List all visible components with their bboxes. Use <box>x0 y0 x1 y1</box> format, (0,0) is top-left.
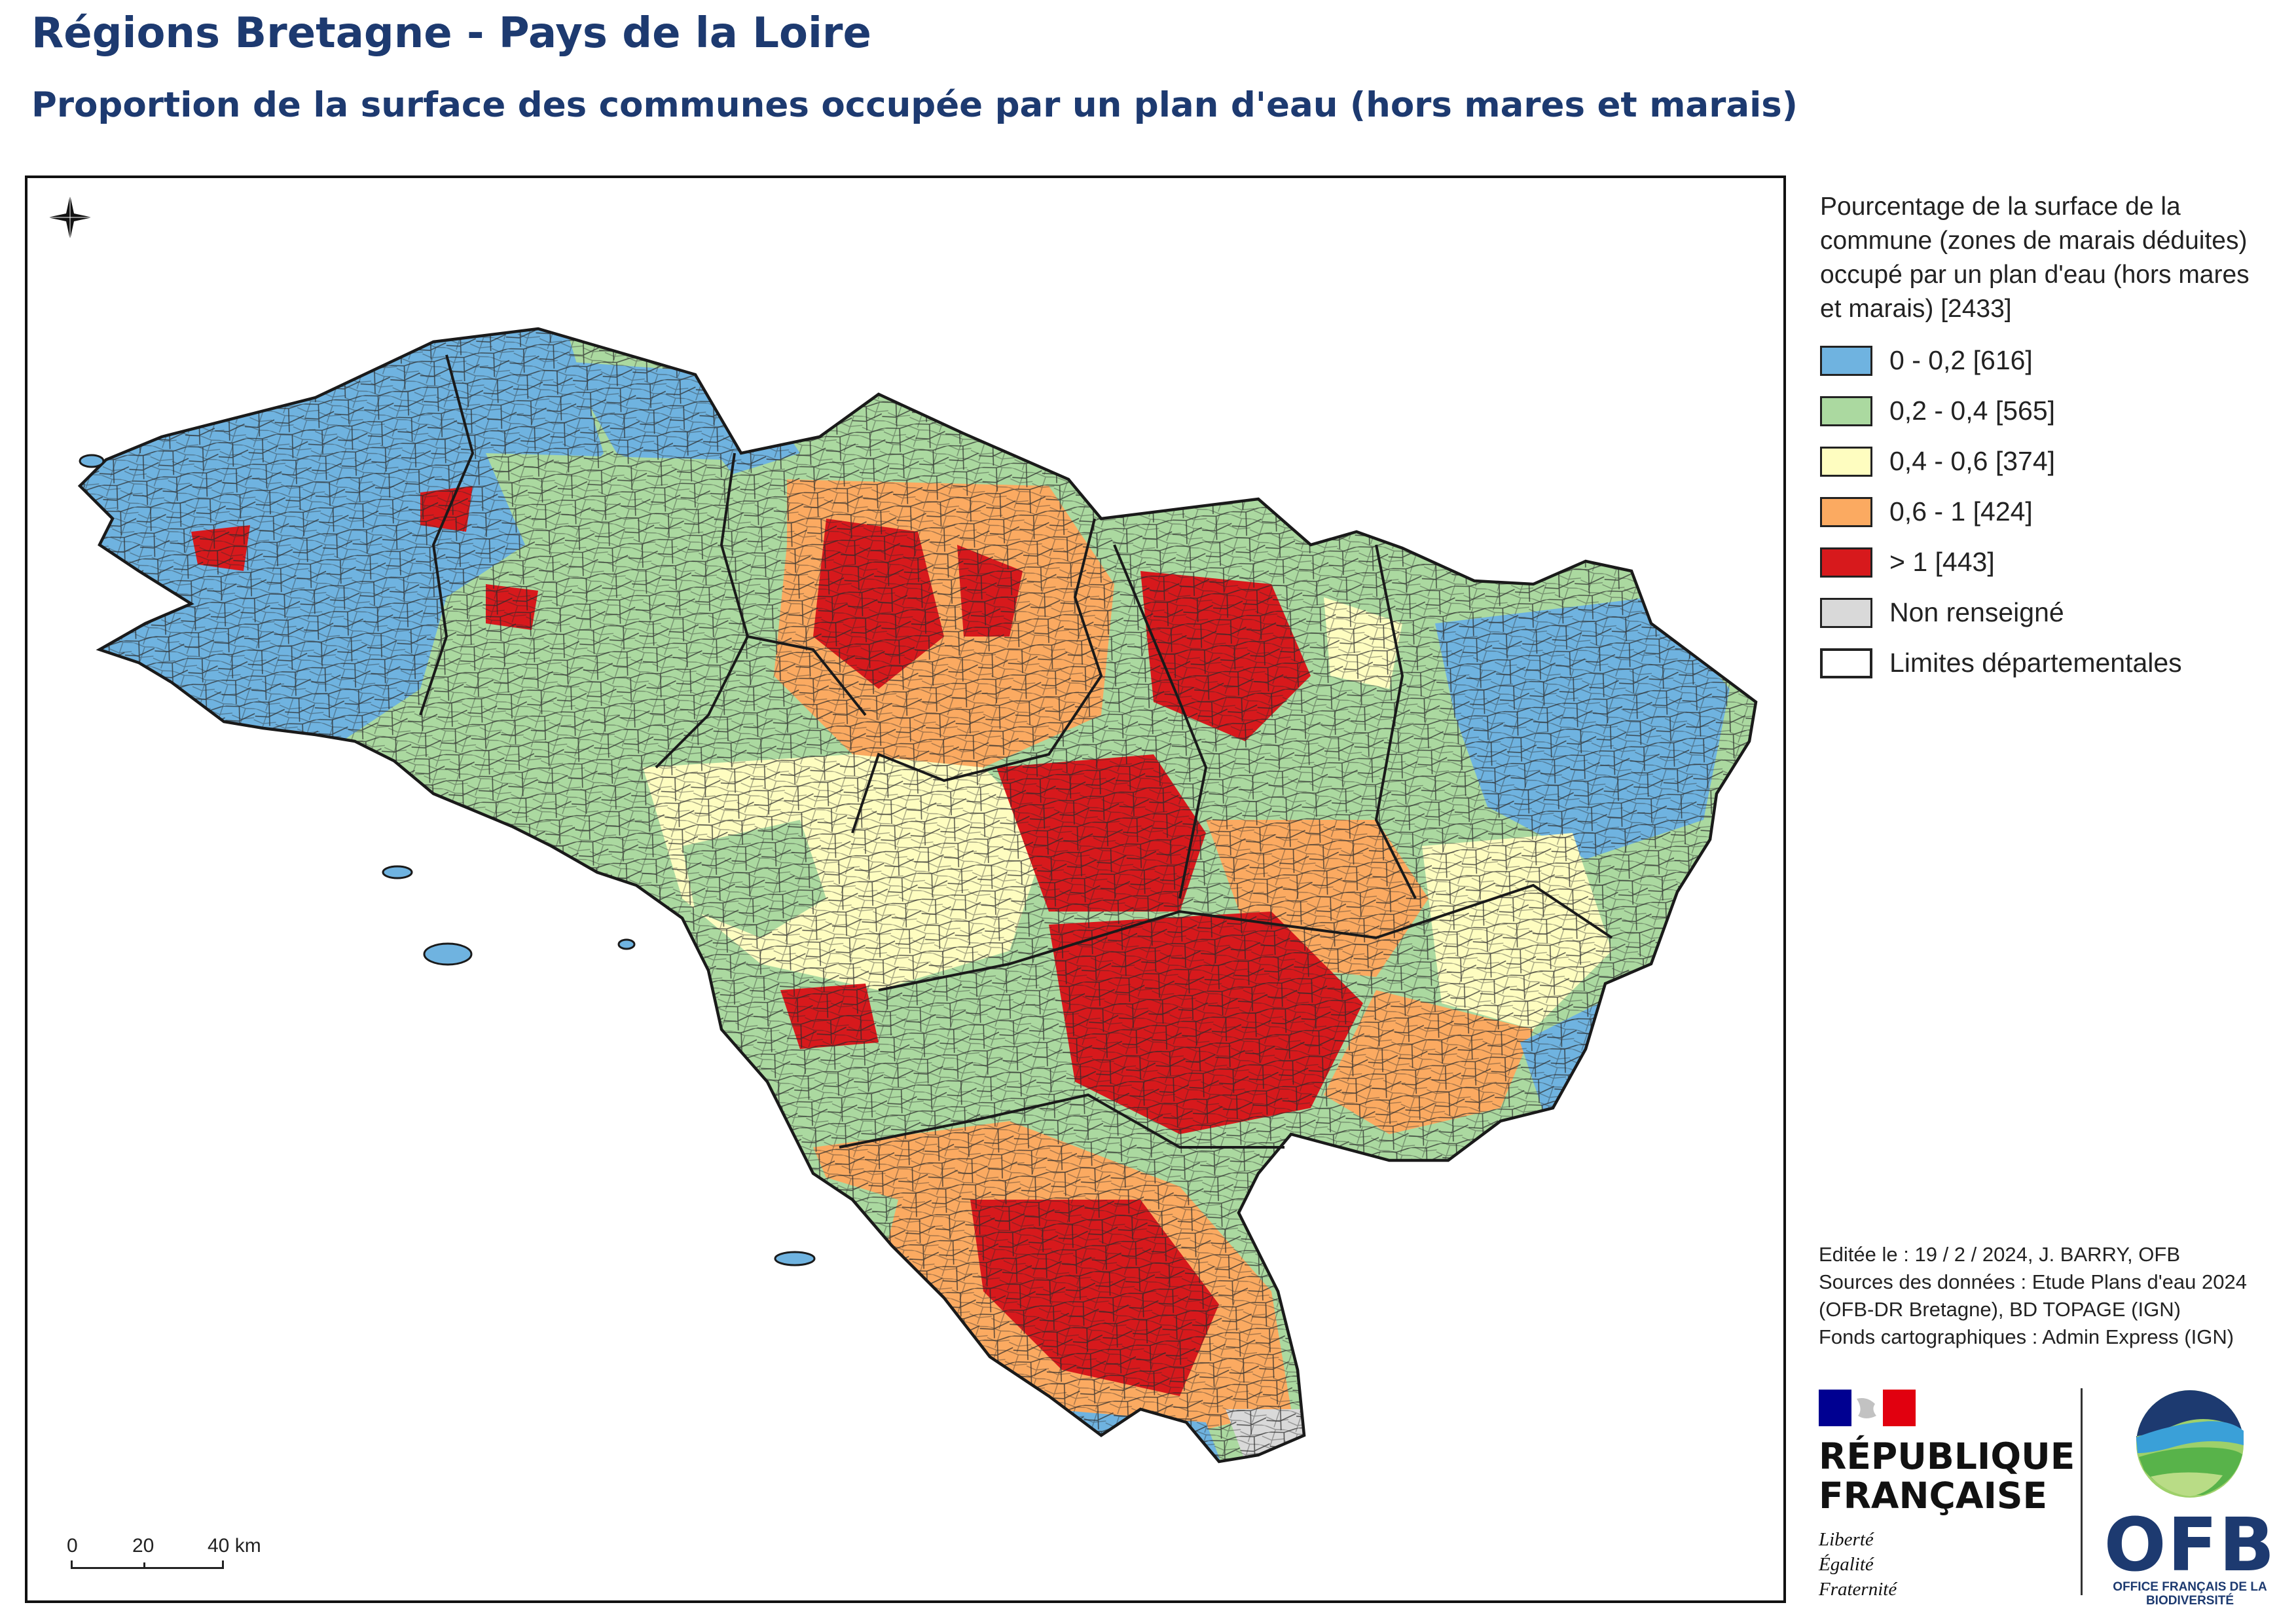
credit-fonds: Fonds cartographiques : Admin Express (I… <box>1819 1325 2234 1348</box>
ofb-sigle: OFB <box>2104 1503 2276 1588</box>
legend-label: > 1 [443] <box>1889 547 1995 577</box>
legend-label: 0 - 0,2 [616] <box>1889 345 2033 375</box>
scale-line <box>71 1560 224 1569</box>
legend-swatch <box>1820 345 1872 376</box>
legend-item: Non renseigné <box>1820 587 2278 638</box>
legend-title: Pourcentage de la surface de la commune … <box>1820 193 2250 323</box>
marianne-flag-icon <box>1819 1390 1916 1426</box>
dept-line-mayenne-sarthe <box>1374 544 1417 899</box>
island-groix <box>382 865 413 879</box>
legend-label: 0,2 - 0,4 [565] <box>1889 396 2056 426</box>
scale-label-0: 0 <box>67 1535 78 1557</box>
map-title: Régions Bretagne - Pays de la Loire <box>31 9 871 58</box>
rf-motto: Liberté Égalité Fraternité <box>1819 1527 1897 1602</box>
commune-boundaries-fine <box>80 329 1756 1462</box>
republique-francaise-logo: RÉPUBLIQUE FRANÇAISE Liberté Égalité Fra… <box>1819 1390 2081 1606</box>
legend-item: 0,6 - 1 [424] <box>1820 487 2278 537</box>
legend-item: Limites départementales <box>1820 638 2278 688</box>
logo-separator <box>2081 1388 2083 1595</box>
ofb-logo: OFB OFFICE FRANÇAIS DE LA BIODIVERSITÉ <box>2102 1385 2291 1608</box>
scale-mid-tick <box>143 1562 145 1569</box>
legend-swatch <box>1820 446 1872 477</box>
ofb-emblem-icon <box>2136 1390 2244 1498</box>
legend-label: Limites départementales <box>1889 648 2182 678</box>
legend-item: 0 - 0,2 [616] <box>1820 335 2278 386</box>
rf-motto-egalite: Égalité <box>1819 1554 1874 1575</box>
rf-name: RÉPUBLIQUE FRANÇAISE <box>1819 1435 2075 1517</box>
legend-item: 0,4 - 0,6 [374] <box>1820 436 2278 487</box>
rf-motto-liberte: Liberté <box>1819 1529 1874 1550</box>
credit-sources: Sources des données : Etude Plans d'eau … <box>1819 1270 2247 1321</box>
dept-line-loire <box>878 883 1613 991</box>
legend-item: 0,2 - 0,4 [565] <box>1820 386 2278 436</box>
map-frame[interactable]: 0 20 40 km <box>25 175 1786 1603</box>
island-yeu <box>774 1251 816 1266</box>
island-houat <box>617 938 636 950</box>
map-subtitle: Proportion de la surface des communes oc… <box>31 85 1798 125</box>
legend-swatch <box>1820 547 1872 578</box>
legend-label: Non renseigné <box>1889 597 2064 627</box>
island-ouessant <box>79 454 105 468</box>
dept-line-mayenne-west <box>1113 544 1208 899</box>
rf-motto-fraternite: Fraternité <box>1819 1579 1897 1600</box>
island-belle-ile <box>423 942 473 966</box>
legend-swatch <box>1820 496 1872 527</box>
legend-item: > 1 [443] <box>1820 537 2278 587</box>
dept-line-morbihan-east <box>747 635 867 716</box>
north-arrow-icon <box>48 195 92 240</box>
legend-label: 0,6 - 1 [424] <box>1889 496 2033 526</box>
departmental-limits <box>419 354 1613 1149</box>
scale-bar: 0 20 40 km <box>47 1528 270 1581</box>
dept-line-vendee <box>839 1093 1285 1149</box>
ofb-full-name: OFFICE FRANÇAIS DE LA BIODIVERSITÉ <box>2113 1580 2267 1608</box>
map-canvas[interactable] <box>27 178 1786 1603</box>
legend-swatch <box>1820 648 1872 678</box>
legend-label: 0,4 - 0,6 [374] <box>1889 446 2056 476</box>
dept-line-finistere <box>419 354 475 716</box>
credits: Editée le : 19 / 2 / 2024, J. BARRY, OFB… <box>1819 1241 2277 1351</box>
credit-edited: Editée le : 19 / 2 / 2024, J. BARRY, OFB <box>1819 1243 2180 1266</box>
legend-swatch <box>1820 597 1872 628</box>
legend: Pourcentage de la surface de la commune … <box>1820 190 2278 688</box>
scale-label-40km: 40 km <box>208 1535 261 1557</box>
legend-swatch <box>1820 396 1872 426</box>
commune-zones <box>80 329 1756 1462</box>
islands <box>79 454 816 1266</box>
scale-label-20: 20 <box>132 1535 155 1557</box>
dept-line-ille <box>851 518 1103 834</box>
